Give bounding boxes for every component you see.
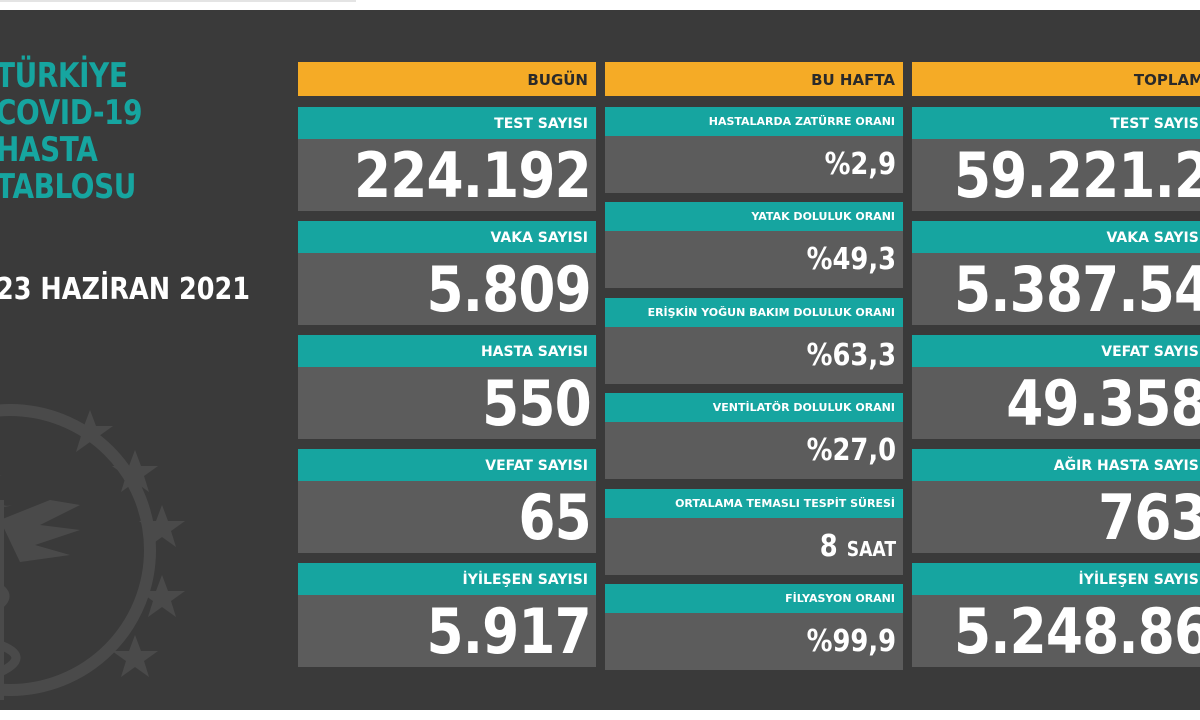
total-severe-card: AĞIR HASTA SAYISI 763 — [912, 449, 1200, 554]
stat-value: %63,3 — [806, 338, 897, 373]
stat-value: %27,0 — [806, 433, 897, 468]
stat-label: TEST SAYISI — [912, 107, 1200, 139]
total-recovered-card: İYİLEŞEN SAYISI 5.248.862 — [912, 563, 1200, 668]
stat-value: 5.809 — [426, 253, 591, 326]
stat-value: 8 SAAT — [647, 518, 903, 575]
week-header: BU HAFTA — [605, 62, 903, 96]
stat-label: VEFAT SAYISI — [912, 335, 1200, 367]
stat-label: AĞIR HASTA SAYISI — [912, 449, 1200, 481]
top-border — [0, 0, 1200, 10]
stat-value: %2,9 — [824, 147, 897, 182]
stat-value: %49,3 — [806, 242, 897, 277]
today-case-card: VAKA SAYISI 5.809 — [298, 221, 596, 326]
stat-value: 224.192 — [354, 139, 592, 212]
total-header: TOPLAM — [912, 62, 1200, 96]
total-column: TOPLAM TEST SAYISI 59.221.265 VAKA SAYIS… — [912, 62, 1200, 668]
stat-value: 5.248.862 — [954, 595, 1200, 668]
week-bed-occupancy-card: YATAK DOLULUK ORANI %49,3 — [605, 202, 903, 288]
total-death-card: VEFAT SAYISI 49.358 — [912, 335, 1200, 440]
week-filiation-card: FİLYASYON ORANI %99,9 — [605, 584, 903, 670]
stat-value: 49.358 — [1006, 367, 1200, 440]
today-test-card: TEST SAYISI 224.192 — [298, 107, 596, 212]
week-contact-time-card: ORTALAMA TEMASLI TESPİT SÜRESİ 8 SAAT — [605, 489, 903, 575]
stat-label: ORTALAMA TEMASLI TESPİT SÜRESİ — [605, 489, 903, 518]
stat-label: İYİLEŞEN SAYISI — [298, 563, 596, 595]
today-death-card: VEFAT SAYISI 65 — [298, 449, 596, 554]
stat-label: TEST SAYISI — [298, 107, 596, 139]
stat-label: VENTİLATÖR DOLULUK ORANI — [605, 393, 903, 422]
stat-label: VEFAT SAYISI — [298, 449, 596, 481]
week-column: BU HAFTA HASTALARDA ZATÜRRE ORANI %2,9 Y… — [605, 62, 903, 670]
today-recovered-card: İYİLEŞEN SAYISI 5.917 — [298, 563, 596, 668]
stat-value: 5.917 — [426, 595, 591, 668]
total-test-card: TEST SAYISI 59.221.265 — [912, 107, 1200, 212]
week-ventilator-card: VENTİLATÖR DOLULUK ORANI %27,0 — [605, 393, 903, 479]
stat-label: HASTALARDA ZATÜRRE ORANI — [605, 107, 903, 136]
title-line-3: HASTA — [0, 130, 98, 170]
stat-number: 8 — [819, 529, 838, 564]
ministry-emblem-icon — [0, 404, 185, 700]
stat-value: 59.221.265 — [954, 139, 1200, 212]
top-border-line — [0, 0, 356, 2]
stat-label: İYİLEŞEN SAYISI — [912, 563, 1200, 595]
stat-value: 65 — [518, 481, 591, 554]
title-line-2: COVID-19 — [0, 93, 143, 133]
stat-label: HASTA SAYISI — [298, 335, 596, 367]
week-pneumonia-card: HASTALARDA ZATÜRRE ORANI %2,9 — [605, 107, 903, 193]
report-date: 23 HAZİRAN 2021 — [0, 272, 250, 307]
board-title: TÜRKİYE COVID-19 HASTA TABLOSU — [0, 58, 174, 206]
stat-label: VAKA SAYISI — [298, 221, 596, 253]
today-column: BUGÜN TEST SAYISI 224.192 VAKA SAYISI 5.… — [298, 62, 596, 668]
week-icu-occupancy-card: ERİŞKİN YOĞUN BAKIM DOLULUK ORANI %63,3 — [605, 298, 903, 384]
title-line-4: TABLOSU — [0, 167, 137, 207]
today-header: BUGÜN — [298, 62, 596, 96]
stat-value: 550 — [482, 367, 592, 440]
stat-value: 763 — [1098, 481, 1200, 554]
stat-label: FİLYASYON ORANI — [605, 584, 903, 613]
stat-label: VAKA SAYISI — [912, 221, 1200, 253]
total-case-card: VAKA SAYISI 5.387.545 — [912, 221, 1200, 326]
stat-value: %99,9 — [806, 624, 897, 659]
covid-table-board: TÜRKİYE COVID-19 HASTA TABLOSU 23 HAZİRA… — [0, 10, 1200, 710]
stat-value: 5.387.545 — [954, 253, 1200, 326]
stat-unit: SAAT — [846, 537, 897, 561]
stat-label: YATAK DOLULUK ORANI — [605, 202, 903, 231]
stat-label: ERİŞKİN YOĞUN BAKIM DOLULUK ORANI — [605, 298, 903, 327]
title-line-1: TÜRKİYE — [0, 56, 128, 96]
today-patient-card: HASTA SAYISI 550 — [298, 335, 596, 440]
